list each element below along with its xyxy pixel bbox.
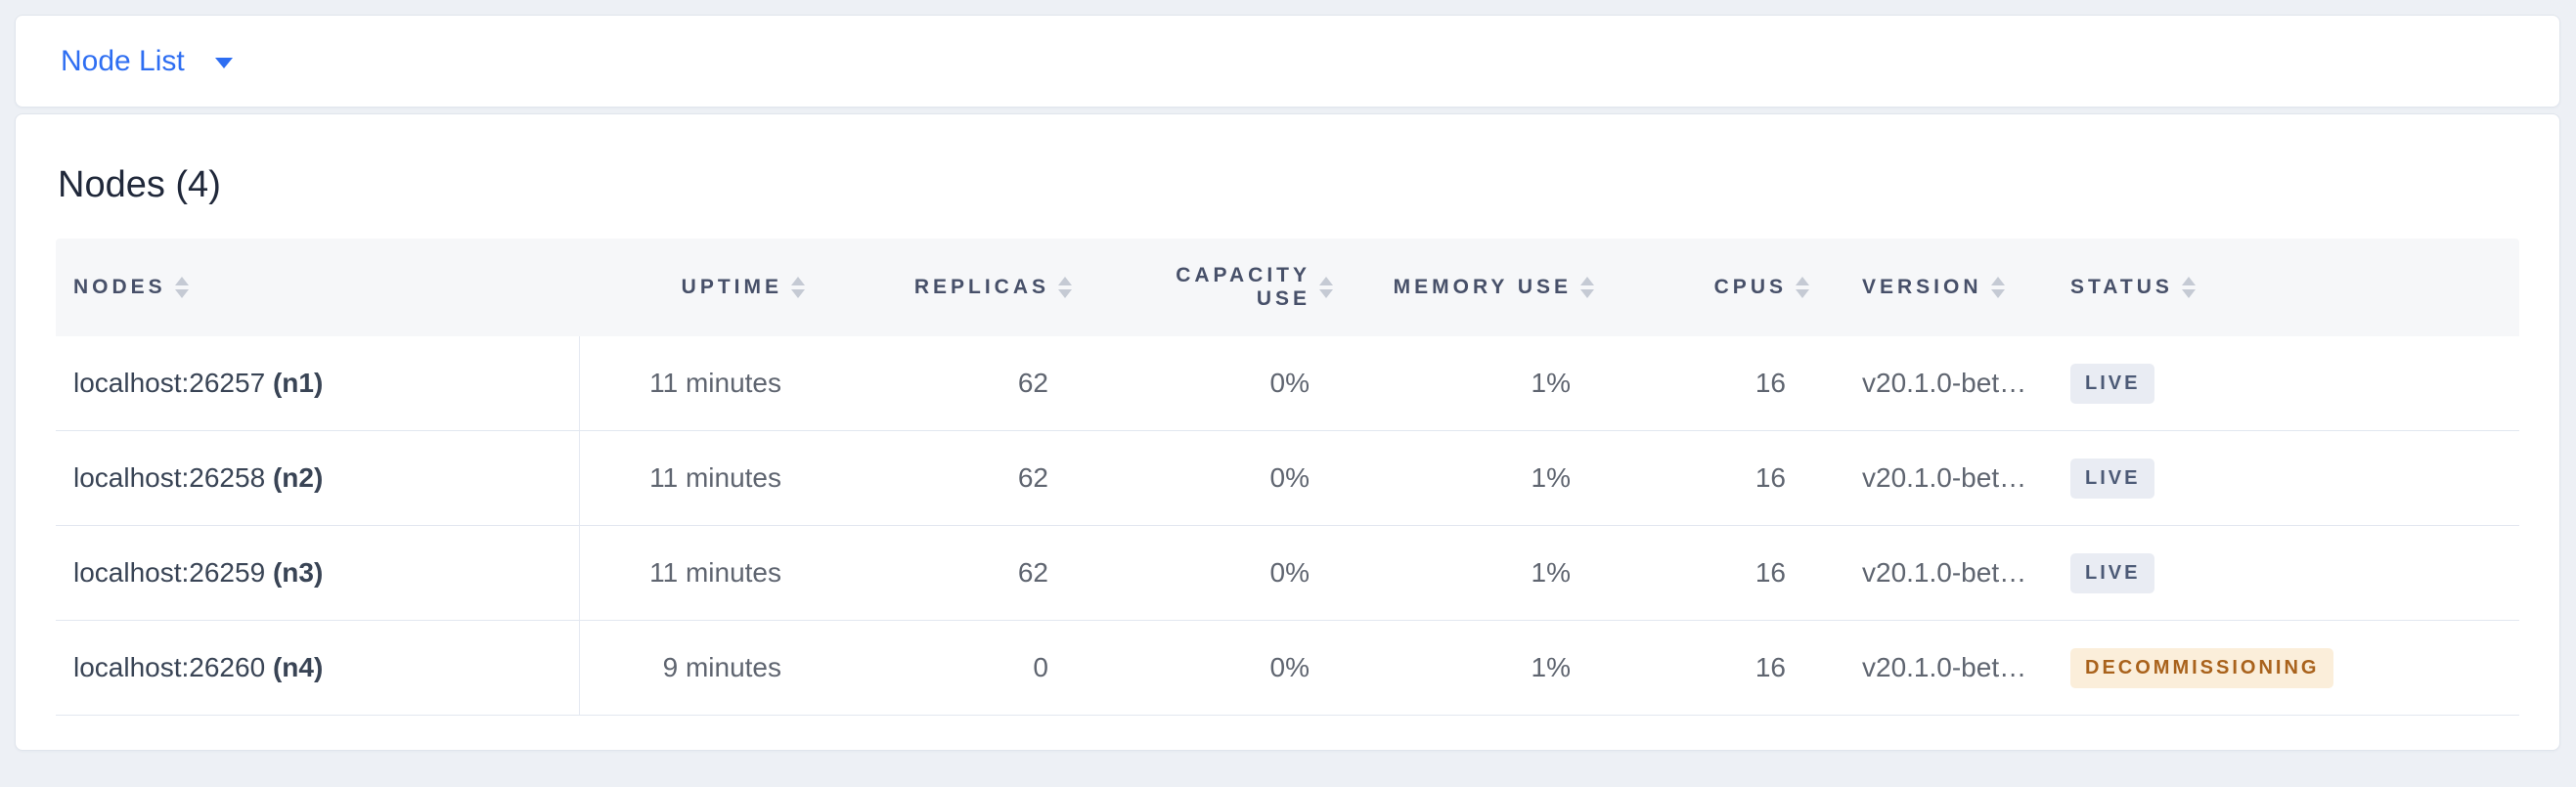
node-id: (n4) xyxy=(272,652,324,682)
uptime-cell: 11 minutes xyxy=(579,336,838,431)
replicas-cell: 62 xyxy=(838,525,1105,621)
table-row: localhost:26258 (n2) 11 minutes 62 0% 1%… xyxy=(56,430,2519,526)
status-badge: DECOMMISSIONING xyxy=(2070,647,2334,688)
memory-use-cell: 1% xyxy=(1366,430,1627,526)
replicas-cell: 62 xyxy=(838,336,1105,431)
capacity-use-cell: 0% xyxy=(1105,620,1366,716)
column-header-memory-use[interactable]: MEMORY USE xyxy=(1366,239,1627,336)
memory-use-cell: 1% xyxy=(1366,525,1627,621)
status-badge: LIVE xyxy=(2070,552,2155,593)
column-header-nodes[interactable]: NODES xyxy=(56,239,579,336)
column-header-cpus[interactable]: CPUS xyxy=(1627,239,1843,336)
memory-use-cell: 1% xyxy=(1366,336,1627,431)
table-header-row: NODES UPTIME REPLICAS xyxy=(56,239,2519,336)
nodes-table: NODES UPTIME REPLICAS xyxy=(56,239,2519,716)
node-address: localhost:26258 xyxy=(73,462,266,493)
column-header-capacity-use[interactable]: CAPACITY USE xyxy=(1105,239,1366,336)
status-badge: LIVE xyxy=(2070,363,2155,404)
cpus-cell: 16 xyxy=(1627,430,1843,526)
memory-use-cell: 1% xyxy=(1366,620,1627,716)
sort-icon xyxy=(1796,277,1809,298)
node-address: localhost:26260 xyxy=(73,652,266,682)
sort-icon xyxy=(1319,277,1333,298)
cpus-cell: 16 xyxy=(1627,336,1843,431)
nodes-panel: Nodes (4) NODES UPTIME xyxy=(15,113,2560,751)
version-cell: v20.1.0-bet… xyxy=(1843,620,2051,716)
replicas-cell: 62 xyxy=(838,430,1105,526)
sort-icon xyxy=(791,277,805,298)
replicas-cell: 0 xyxy=(838,620,1105,716)
chevron-down-icon xyxy=(214,57,233,68)
capacity-use-cell: 0% xyxy=(1105,525,1366,621)
capacity-use-cell: 0% xyxy=(1105,336,1366,431)
sort-icon xyxy=(174,277,189,298)
sort-icon xyxy=(1058,277,1072,298)
view-selector-bar: Node List xyxy=(15,15,2560,108)
capacity-use-cell: 0% xyxy=(1105,430,1366,526)
column-header-version[interactable]: VERSION xyxy=(1843,239,2051,336)
column-header-uptime[interactable]: UPTIME xyxy=(579,239,838,336)
version-cell: v20.1.0-bet… xyxy=(1843,336,2051,431)
node-address: localhost:26259 xyxy=(73,557,266,588)
page-title: Nodes (4) xyxy=(58,164,221,205)
cpus-cell: 16 xyxy=(1627,525,1843,621)
node-id: (n2) xyxy=(272,462,324,493)
table-body: localhost:26257 (n1) 11 minutes 62 0% 1%… xyxy=(56,336,2519,716)
sort-icon xyxy=(1580,277,1594,298)
uptime-cell: 9 minutes xyxy=(579,620,838,716)
table-row: localhost:26260 (n4) 9 minutes 0 0% 1% 1… xyxy=(56,620,2519,716)
node-id: (n1) xyxy=(272,368,324,398)
sort-icon xyxy=(1990,277,2005,298)
status-badge: LIVE xyxy=(2070,458,2155,499)
node-address: localhost:26257 xyxy=(73,368,266,398)
column-header-replicas[interactable]: REPLICAS xyxy=(838,239,1105,336)
uptime-cell: 11 minutes xyxy=(579,430,838,526)
table-row: localhost:26257 (n1) 11 minutes 62 0% 1%… xyxy=(56,336,2519,431)
view-dropdown-label: Node List xyxy=(61,44,185,77)
version-cell: v20.1.0-bet… xyxy=(1843,525,2051,621)
cpus-cell: 16 xyxy=(1627,620,1843,716)
sort-icon xyxy=(2181,277,2196,298)
table-row: localhost:26259 (n3) 11 minutes 62 0% 1%… xyxy=(56,525,2519,621)
node-id: (n3) xyxy=(272,557,324,588)
version-cell: v20.1.0-bet… xyxy=(1843,430,2051,526)
uptime-cell: 11 minutes xyxy=(579,525,838,621)
view-dropdown[interactable]: Node List xyxy=(61,44,233,77)
column-header-status[interactable]: STATUS xyxy=(2051,239,2519,336)
